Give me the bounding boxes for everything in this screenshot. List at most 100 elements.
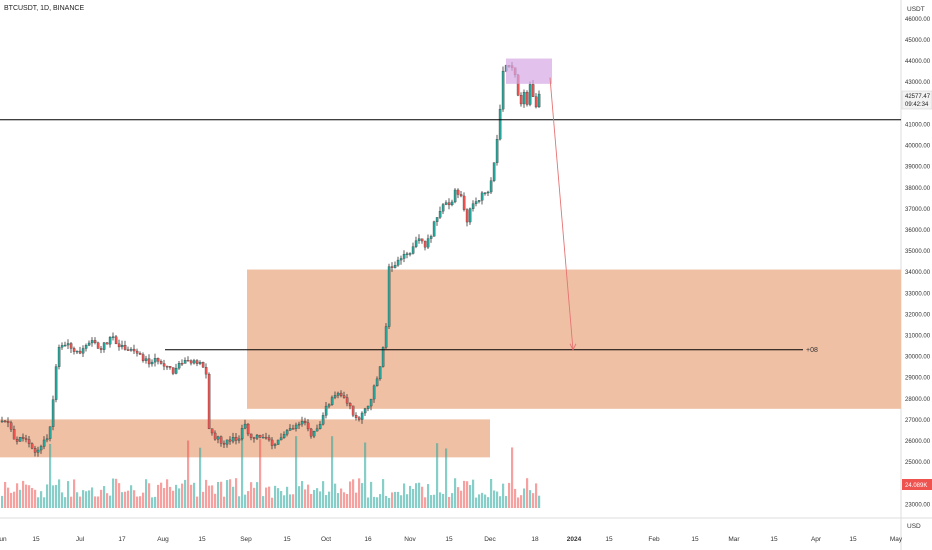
volume-bar bbox=[424, 497, 427, 508]
projection-arrow bbox=[549, 77, 574, 350]
candle-body bbox=[162, 363, 166, 367]
volume-bar bbox=[118, 483, 121, 508]
volume-bar bbox=[490, 478, 493, 508]
volume-bar bbox=[235, 478, 238, 508]
x-tick-label: 16 bbox=[364, 536, 372, 543]
volume-bar bbox=[100, 489, 103, 508]
volume-bar bbox=[433, 494, 436, 508]
volume-bar bbox=[304, 489, 307, 508]
candle-body bbox=[189, 360, 193, 364]
volume-bar bbox=[319, 491, 322, 508]
x-tick-label: Dec bbox=[484, 536, 496, 543]
candle-body bbox=[360, 412, 364, 420]
candle-body bbox=[495, 139, 499, 163]
volume-bar bbox=[280, 491, 283, 508]
volume-bar bbox=[229, 479, 232, 508]
candle-body bbox=[399, 258, 403, 261]
volume-bar bbox=[163, 487, 166, 508]
candle-body bbox=[144, 358, 148, 361]
volume-bar bbox=[97, 496, 100, 508]
candle-body bbox=[90, 340, 94, 344]
candle-body bbox=[210, 428, 214, 434]
candle-body bbox=[336, 392, 340, 396]
volume-bar bbox=[232, 486, 235, 508]
candle-body bbox=[255, 434, 259, 439]
candle-body bbox=[348, 403, 352, 407]
volume-bar bbox=[4, 481, 7, 508]
candle-body bbox=[201, 362, 205, 368]
volume-bar bbox=[43, 497, 46, 508]
candle-body bbox=[483, 192, 487, 194]
candle-body bbox=[288, 428, 292, 431]
volume-bar bbox=[184, 479, 187, 508]
volume-bar bbox=[172, 490, 175, 508]
candle-body bbox=[57, 347, 61, 367]
candle-body bbox=[12, 429, 16, 440]
candle-body bbox=[51, 399, 55, 427]
candle-body bbox=[93, 340, 97, 343]
volume-bar bbox=[463, 480, 466, 508]
candle-body bbox=[153, 358, 157, 363]
y-tick-label: 39000.00 bbox=[905, 165, 931, 171]
volume-bar bbox=[106, 493, 109, 508]
candle-body bbox=[423, 240, 427, 248]
volume-bar bbox=[523, 488, 526, 508]
volume-bar bbox=[406, 494, 409, 508]
volume-bar bbox=[355, 492, 358, 508]
candle-body bbox=[105, 342, 109, 345]
candle-body bbox=[477, 200, 481, 202]
volume-bar bbox=[334, 483, 337, 508]
volume-bar bbox=[196, 496, 199, 508]
countdown-value: 09:42:34 bbox=[905, 102, 929, 108]
candle-body bbox=[279, 437, 283, 441]
candle-body bbox=[492, 162, 496, 181]
candle-body bbox=[258, 434, 262, 438]
volume-bar bbox=[199, 447, 202, 508]
volume-bar bbox=[127, 490, 130, 508]
candle-body bbox=[441, 204, 445, 212]
candle-body bbox=[342, 395, 346, 398]
volume-bar bbox=[277, 488, 280, 508]
x-tick-label: 15 bbox=[32, 536, 40, 543]
volume-bar bbox=[496, 491, 499, 508]
volume-bar bbox=[40, 491, 43, 508]
volume-bar bbox=[493, 490, 496, 508]
volume-bar bbox=[247, 491, 250, 508]
volume-bar bbox=[139, 496, 142, 508]
volume-bar bbox=[109, 495, 112, 508]
candle-body bbox=[156, 358, 160, 362]
candle-body bbox=[138, 353, 142, 355]
candle-body bbox=[234, 437, 238, 441]
x-tick-label: Mar bbox=[728, 536, 740, 543]
candle-body bbox=[243, 423, 247, 429]
volume-bar bbox=[460, 490, 463, 508]
candle-body bbox=[432, 221, 436, 237]
candle-body bbox=[381, 347, 385, 367]
volume-bar bbox=[361, 483, 364, 508]
volume-bar bbox=[466, 481, 469, 508]
candle-body bbox=[378, 366, 382, 380]
volume-bar bbox=[331, 436, 334, 508]
volume-bar bbox=[244, 494, 247, 508]
x-tick-label: Feb bbox=[648, 536, 660, 543]
y-tick-label: 32000.00 bbox=[905, 312, 931, 318]
candle-body bbox=[264, 436, 268, 439]
volume-bar bbox=[205, 479, 208, 508]
candle-body bbox=[390, 266, 394, 268]
volume-bar bbox=[28, 485, 31, 508]
candle-body bbox=[369, 398, 373, 407]
candle-body bbox=[132, 348, 136, 352]
volume-bar bbox=[445, 448, 448, 508]
volume-bar bbox=[526, 478, 529, 508]
candle-body bbox=[462, 195, 466, 210]
candle-body bbox=[219, 436, 223, 444]
x-tick-label: Apr bbox=[811, 536, 822, 543]
x-tick-label: 15 bbox=[283, 536, 291, 543]
candle-body bbox=[498, 108, 502, 140]
volume-bar bbox=[76, 492, 79, 508]
candle-body bbox=[99, 348, 103, 350]
candle-body bbox=[123, 344, 127, 350]
candle-body bbox=[207, 373, 211, 429]
volume-bar bbox=[175, 484, 178, 508]
